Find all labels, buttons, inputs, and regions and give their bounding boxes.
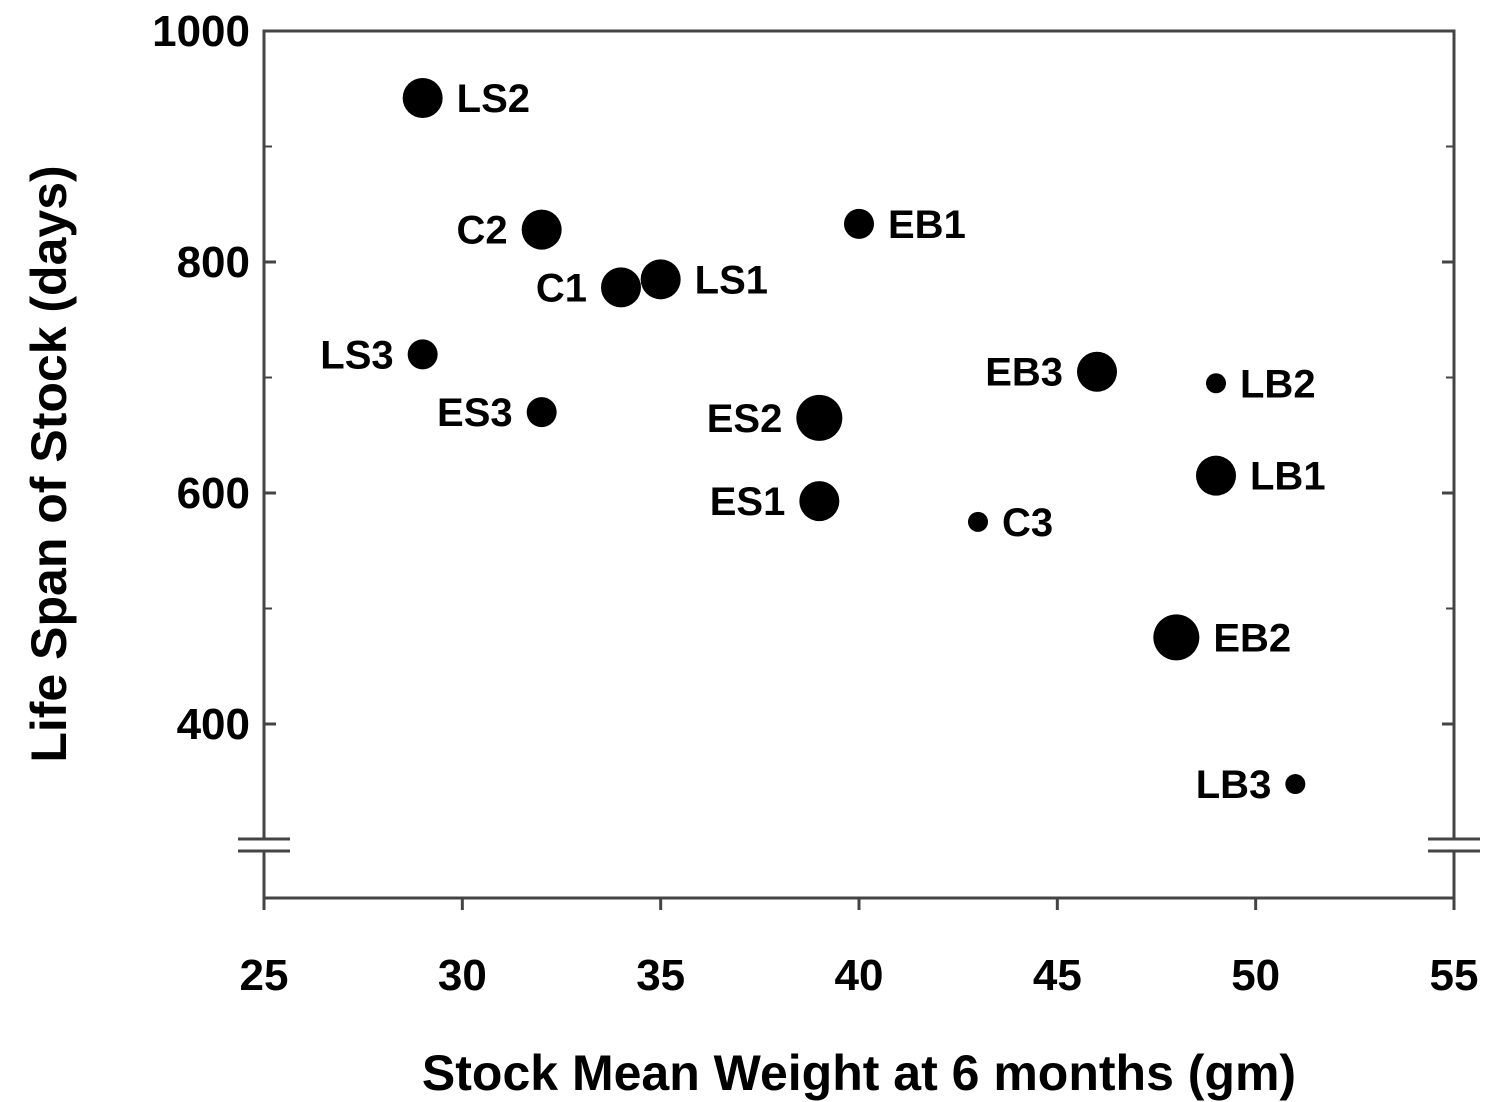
data-point-c2 [521, 209, 562, 250]
data-point-es2 [796, 394, 843, 441]
x-axis-ticks: 25 30 35 40 45 50 55 [240, 898, 1479, 1000]
point-label-lb1: LB1 [1250, 455, 1326, 499]
data-point-es1 [799, 481, 840, 522]
point-label-eb1: EB1 [888, 203, 966, 247]
point-label-ls3: LS3 [320, 333, 393, 377]
data-point-ls1 [640, 259, 681, 300]
x-axis-title: Stock Mean Weight at 6 months (gm) [422, 1045, 1296, 1101]
axis-break-gap-right [1448, 839, 1460, 851]
axis-break-gap-left [258, 839, 270, 851]
point-label-eb3: EB3 [985, 351, 1063, 395]
point-label-es2: ES2 [707, 397, 783, 441]
data-points [402, 77, 1306, 795]
x-tick-label: 30 [438, 951, 487, 1000]
x-tick-label: 45 [1033, 951, 1082, 1000]
point-label-es1: ES1 [710, 480, 786, 524]
data-point-lb3 [1285, 774, 1306, 795]
point-labels: LS2 C2 EB1 C1 LS1 LS3 EB3 LB2 ES3 ES2 LB1 ES1 C3 EB2 L… [320, 77, 1325, 807]
data-point-c3 [968, 511, 988, 532]
y-axis-title: Life Span of Stock (days) [21, 165, 77, 762]
data-point-lb1 [1196, 455, 1236, 496]
data-point-c1 [601, 267, 641, 308]
data-point-ls2 [402, 77, 443, 118]
data-point-eb2 [1153, 614, 1200, 661]
point-label-c2: C2 [457, 209, 508, 253]
data-point-es3 [526, 397, 557, 428]
data-point-eb3 [1077, 351, 1117, 392]
point-label-ls2: LS2 [457, 77, 530, 121]
point-label-eb2: EB2 [1213, 616, 1291, 660]
point-label-lb2: LB2 [1240, 362, 1316, 406]
y-tick-label: 800 [177, 238, 250, 287]
data-point-ls3 [407, 339, 438, 370]
data-point-eb1 [844, 208, 874, 239]
y-tick-label: 600 [177, 469, 250, 518]
x-tick-label: 55 [1430, 951, 1479, 1000]
y-tick-label: 1000 [152, 7, 250, 56]
x-tick-label: 40 [835, 951, 884, 1000]
point-label-c1: C1 [536, 266, 587, 310]
point-label-ls1: LS1 [695, 258, 768, 302]
y-tick-label: 400 [177, 700, 250, 749]
y-axis-break-marks [238, 837, 1480, 853]
x-tick-label: 35 [636, 951, 685, 1000]
x-tick-label: 25 [240, 951, 289, 1000]
data-point-lb2 [1206, 373, 1226, 394]
point-label-lb3: LB3 [1196, 763, 1272, 807]
point-label-es3: ES3 [437, 391, 513, 435]
x-tick-label: 50 [1231, 951, 1280, 1000]
point-label-c3: C3 [1002, 501, 1053, 545]
